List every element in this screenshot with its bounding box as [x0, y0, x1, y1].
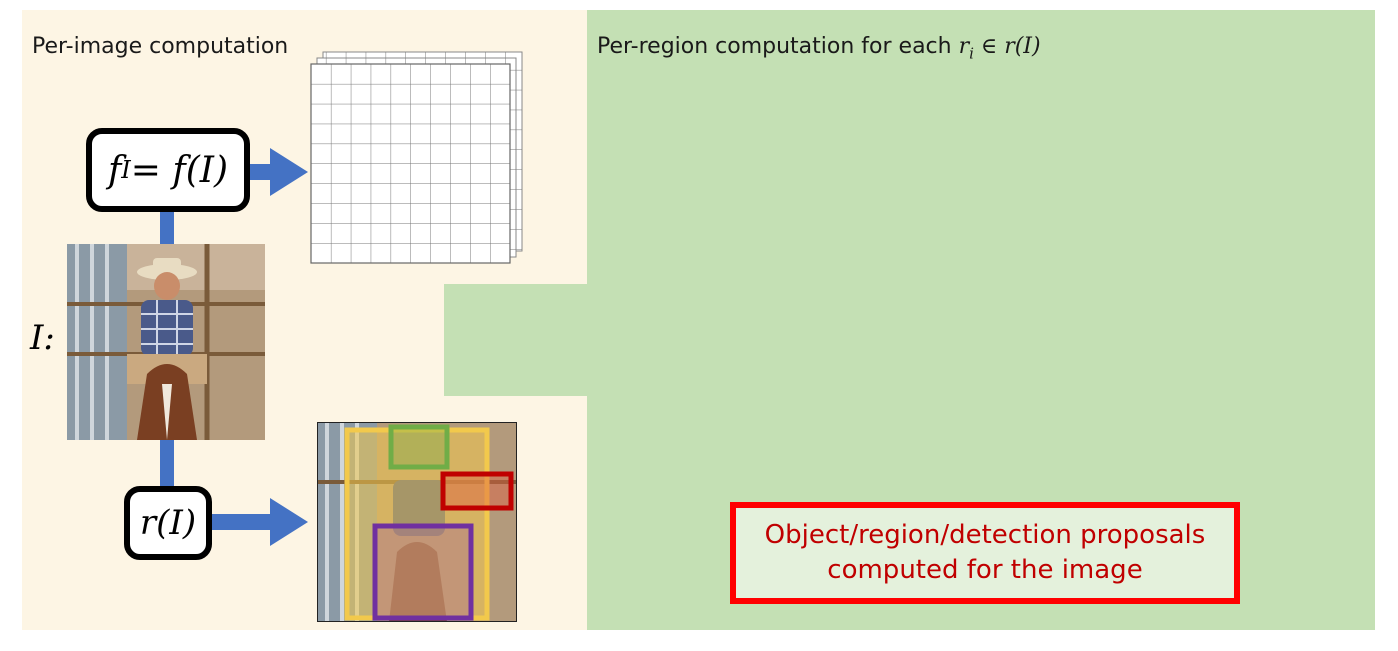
proposals-note-line1: Object/region/detection proposals: [764, 519, 1206, 550]
proposals-note: Object/region/detection proposals comput…: [730, 502, 1240, 604]
proposal-function-box: r(I): [124, 486, 212, 560]
per-region-title-text: Per-region computation for each: [597, 34, 959, 59]
proposal-box-purple: [372, 523, 474, 621]
input-image: [67, 244, 265, 440]
input-label: I:: [30, 318, 55, 358]
per-region-panel-notch: [444, 284, 587, 396]
proposals-note-line2: computed for the image: [827, 555, 1143, 585]
connector-image-to-proposals: [160, 436, 174, 488]
proposal-arrow-shaft: [212, 514, 274, 530]
proposal-box-red: [440, 471, 514, 511]
proposal-box-green: [388, 424, 450, 470]
feature-arrow-head: [270, 148, 308, 196]
proposal-arrow-head: [270, 498, 308, 546]
per-region-title-math: ri ∈ r(I): [958, 34, 1041, 63]
connector-feature-to-image: [160, 208, 174, 248]
proposals-image: [317, 422, 517, 622]
per-image-title: Per-image computation: [32, 34, 289, 59]
per-region-title: Per-region computation for each ri ∈ r(I…: [597, 34, 1041, 62]
feature-map-icon: [310, 51, 523, 264]
